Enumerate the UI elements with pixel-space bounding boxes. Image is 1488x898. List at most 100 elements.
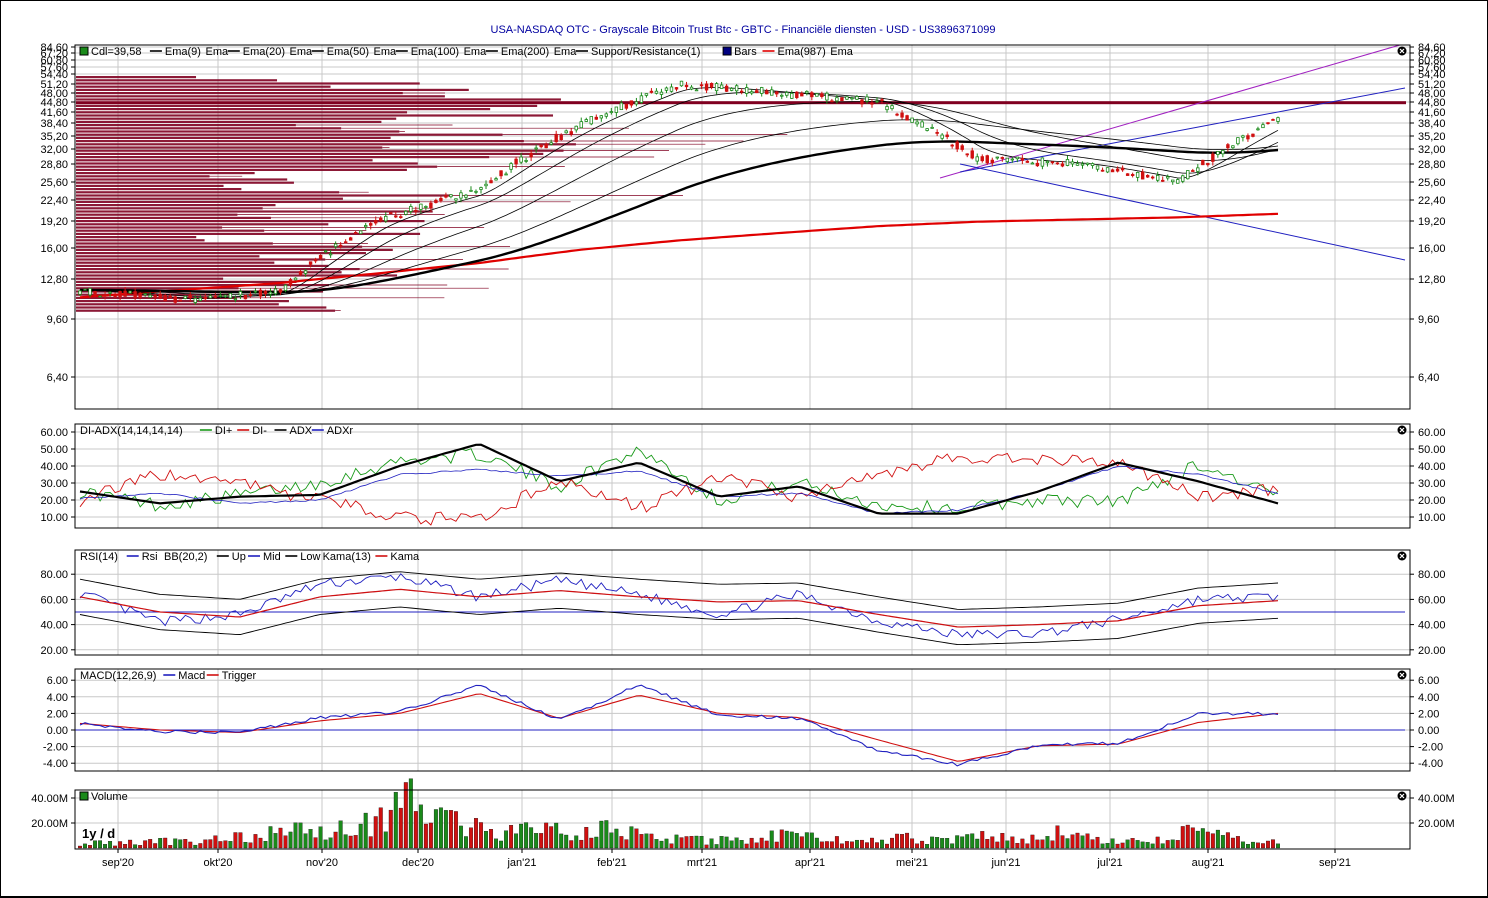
candle-body (770, 89, 774, 96)
volume-bar (143, 840, 148, 849)
ytick-label-left: 44,80 (40, 97, 68, 109)
legend-label: Rsi (142, 551, 158, 563)
volume-bar (789, 831, 794, 849)
candle-body (775, 91, 779, 95)
candle-body (379, 217, 383, 222)
candle-body (850, 97, 854, 100)
sr-bar (76, 194, 451, 197)
price-close-icon[interactable] (1397, 46, 1407, 56)
volume-bar (1195, 830, 1200, 849)
candle-body (248, 294, 253, 296)
candle-body (479, 187, 483, 190)
volume-bar (1200, 828, 1205, 849)
volume-bar (489, 829, 493, 849)
volume-bar (469, 827, 473, 849)
dmi-close-icon[interactable] (1397, 425, 1407, 435)
candle-body (168, 295, 172, 298)
ytick-label-left: 67,20 (40, 48, 68, 60)
sr-bar (76, 271, 342, 274)
rsi-close-icon[interactable] (1397, 551, 1407, 561)
ytick-label-left: 6,40 (47, 372, 68, 384)
candle-body (699, 84, 704, 87)
volume-bar (494, 838, 498, 849)
volume-bar (679, 837, 684, 849)
volume-bar (689, 836, 694, 849)
candle-body (1135, 172, 1140, 178)
candle-body (1251, 133, 1255, 137)
candle-body (193, 297, 197, 303)
candle-body (975, 156, 979, 162)
candle-body (1080, 163, 1085, 166)
candle-body (714, 83, 719, 92)
candle-body (739, 90, 744, 93)
volume-bar (839, 843, 844, 849)
volume-bar (744, 843, 749, 849)
volume-bar (433, 809, 438, 849)
ytick-label-right: 20.00 (1418, 645, 1446, 657)
volume-bar (824, 841, 829, 849)
candle-body (800, 92, 804, 97)
ytick-label-right: -2.00 (1418, 742, 1443, 754)
ema-987-line (79, 212, 1279, 299)
kama-line (79, 588, 1279, 628)
volume-bar (1140, 841, 1145, 849)
volume-bar (544, 822, 549, 849)
candle-body (394, 215, 398, 218)
candle-body (1110, 169, 1115, 173)
volume-bar (564, 834, 569, 849)
volume-panel-frame (74, 789, 1411, 850)
candle-body (203, 296, 208, 300)
close-icon-x (1399, 48, 1405, 54)
volume-bar (514, 833, 519, 849)
ytick-label-right: 60.00 (1418, 427, 1446, 439)
candle-body (945, 134, 949, 138)
volume-bar (1060, 835, 1065, 849)
volume-close-icon[interactable] (1397, 791, 1407, 801)
candle-body (78, 290, 82, 295)
ytick-label-left: 28,80 (40, 159, 68, 171)
candle-body (589, 116, 593, 125)
candle-body (744, 87, 749, 94)
xtick-label: aug'21 (1192, 857, 1225, 869)
candle-body (218, 294, 223, 297)
candle-body (1140, 171, 1145, 180)
sr-bar (76, 200, 420, 203)
candle-body (614, 106, 619, 113)
volume-bar (784, 830, 789, 849)
volume-bar (1235, 836, 1240, 849)
macd-close-icon[interactable] (1397, 670, 1407, 680)
ytick-label-right: 40.00 (1418, 461, 1446, 473)
legend-swatch (722, 46, 732, 56)
sr-bar (76, 261, 275, 264)
sr-bar (76, 136, 391, 139)
candle-body (1095, 165, 1100, 170)
candle-body (123, 290, 127, 297)
volume-bar (333, 831, 338, 849)
ytick-label-left: 16,00 (40, 243, 68, 255)
xtick-label: okt'20 (203, 857, 232, 869)
volume-bar (945, 838, 950, 849)
rsi-line (79, 573, 1279, 639)
volume-bar (193, 844, 198, 849)
trendline-blue-upper (959, 87, 1406, 173)
xtick-label: sep'21 (1319, 857, 1351, 869)
candle-body (323, 250, 328, 253)
sr-bar (76, 184, 224, 187)
volume-bar (529, 827, 534, 849)
volume-bar (338, 820, 343, 849)
volume-bar (243, 841, 248, 849)
candle-body (1060, 163, 1065, 167)
candle-body (238, 291, 243, 296)
ytick-label-left: 51,20 (40, 79, 68, 91)
candle-body (1020, 157, 1025, 161)
volume-bar (88, 845, 92, 849)
ytick-label-left: 54,40 (40, 69, 68, 81)
xtick-label: mrt'21 (687, 857, 717, 869)
di-plus-line (79, 446, 1279, 515)
volume-bar (108, 841, 113, 849)
support-resistance-line (76, 101, 1406, 105)
volume-bar (935, 837, 940, 849)
volume-bar (1045, 836, 1050, 849)
candle-body (504, 173, 508, 176)
sr-bar (76, 165, 438, 168)
